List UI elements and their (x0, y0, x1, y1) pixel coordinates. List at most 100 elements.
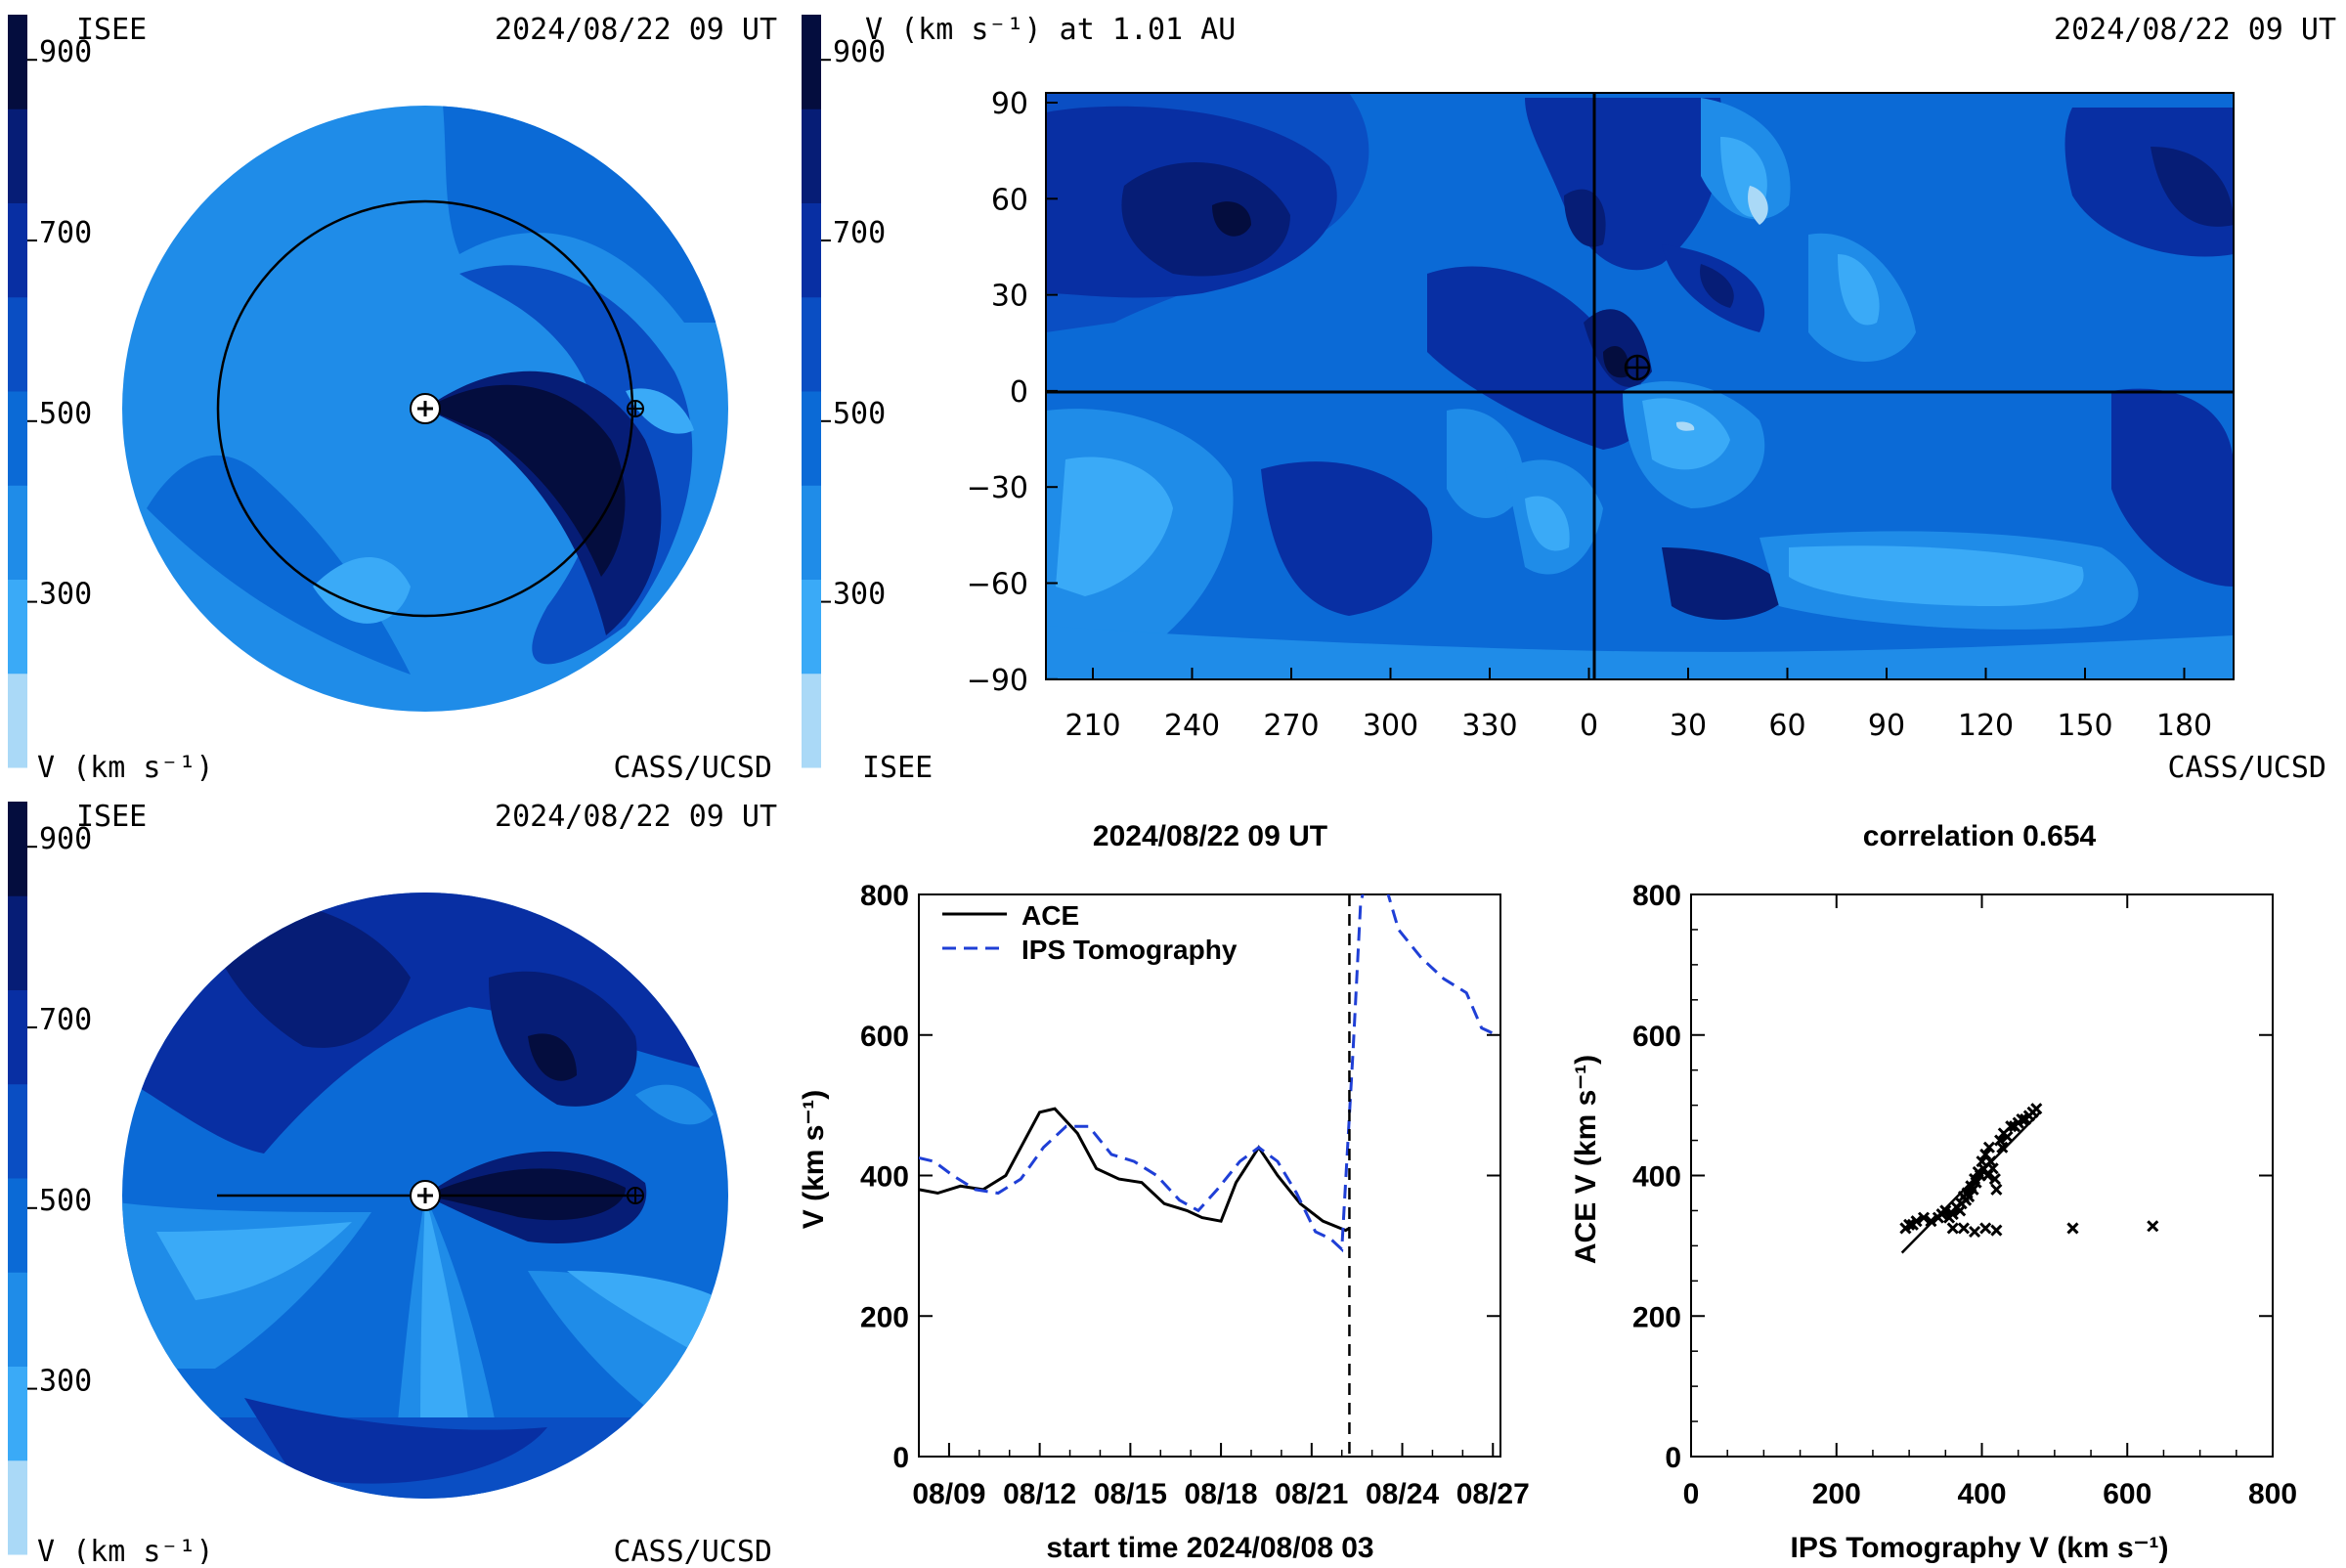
time-series-title: 2024/08/22 09 UT (1093, 820, 1327, 852)
scatter-y-tick-label: 200 (1632, 1301, 1681, 1333)
colorbar-tick-label: 900 (39, 822, 92, 856)
map-y-tick-label: 0 (1010, 375, 1028, 410)
colorbar-swatch (8, 895, 27, 990)
colorbar-swatch (802, 109, 821, 203)
colorbar-swatch (8, 802, 27, 896)
colorbar-swatch (8, 1272, 27, 1367)
map-y-tick-label: 30 (991, 280, 1028, 314)
colorbar-swatch (8, 391, 27, 486)
time-series-chart: 2024/08/22 09 UT start time 2024/08/08 0… (798, 820, 1530, 1564)
scatter-point (1982, 1141, 1996, 1154)
scatter-point (1988, 1173, 2001, 1186)
time-series-x-tick-label: 08/18 (1185, 1478, 1258, 1510)
colorbar-swatch (8, 109, 27, 203)
map-x-tick-label: 30 (1670, 709, 1707, 743)
scatter-y-tick-label: 400 (1632, 1161, 1681, 1194)
colorbar-swatch (8, 485, 27, 580)
colorbar-swatch (8, 673, 27, 768)
colorbar-swatch (8, 1083, 27, 1179)
legend-ips-label: IPS Tomography (1021, 935, 1238, 965)
sun-marker (410, 393, 441, 424)
colorbar-left-top: 900 700 500 300 (8, 15, 92, 768)
colorbar-tick-label: 900 (39, 35, 92, 69)
time-series-xlabel: start time 2024/08/08 03 (1046, 1532, 1373, 1564)
colorbar-tick-label: 300 (39, 1365, 92, 1399)
map-x-tick-label: 150 (2057, 709, 2112, 743)
time-series-x-tick-label: 08/27 (1456, 1478, 1530, 1510)
colorbar-tick-label: 500 (39, 397, 92, 431)
scatter-ylabel: ACE V (km s⁻¹) (1570, 1055, 1602, 1264)
colorbar-swatch (8, 579, 27, 675)
colorbar-swatch (802, 296, 821, 392)
time-series-legend: ACE IPS Tomography (942, 900, 1238, 965)
colorbar-swatch (8, 296, 27, 392)
scatter-y-tick-label: 0 (1665, 1442, 1681, 1474)
colorbar-swatch (8, 1366, 27, 1461)
colorbar-tick-label: 700 (39, 216, 92, 250)
scatter-point (2066, 1222, 2079, 1235)
scatter-point (1946, 1222, 1959, 1235)
colorbar-map: 900 700 500 300 (802, 15, 886, 768)
meridional-sun-marker (410, 1180, 441, 1211)
scatter-point (2001, 1130, 2014, 1144)
scatter-point (1990, 1224, 2003, 1237)
scatter-point (2016, 1112, 2028, 1126)
scatter-xlabel: IPS Tomography V (km s⁻¹) (1791, 1532, 2169, 1564)
scatter-point (1968, 1225, 1981, 1239)
map-frame (1045, 92, 2235, 680)
time-series-y-tick-label: 600 (860, 1021, 909, 1053)
map-x-tick-label: 0 (1580, 709, 1598, 743)
map-credit-label: CASS/UCSD (2167, 751, 2326, 785)
meridional-date-label: 2024/08/22 09 UT (495, 800, 777, 834)
map-x-tick-label: 270 (1263, 709, 1319, 743)
colorbar-swatch (8, 15, 27, 109)
colorbar-swatch (802, 579, 821, 675)
ecliptic-view-panel (122, 106, 728, 712)
scatter-x-tick-label: 800 (2248, 1478, 2297, 1510)
map-x-axis: 210 240 270 300 330 0 30 60 90 120 150 180 (1064, 668, 2212, 743)
scatter-fit-line (1900, 1111, 2041, 1254)
colorbar-swatch (802, 391, 821, 486)
colorbar-unit-label-left-bottom: V (km s⁻¹) (37, 1535, 214, 1564)
colorbar-swatch (802, 485, 821, 580)
colorbar-swatch (802, 15, 821, 109)
scatter-point (1957, 1222, 1970, 1235)
meridional-view-panel (122, 893, 728, 1499)
ecliptic-contours (147, 106, 723, 675)
scatter-point (1990, 1183, 2003, 1196)
ecliptic-org-label: ISEE (76, 13, 147, 47)
map-x-tick-label: 330 (1461, 709, 1517, 743)
map-y-tick-label: −90 (967, 664, 1028, 698)
time-series-x-tick-label: 08/15 (1094, 1478, 1167, 1510)
scatter-point (2147, 1220, 2159, 1233)
map-org-label: ISEE (862, 751, 933, 785)
map-x-tick-label: 60 (1768, 709, 1805, 743)
meridional-org-label: ISEE (76, 800, 147, 834)
colorbar-tick-label: 700 (833, 216, 886, 250)
scatter-point (1939, 1204, 1952, 1217)
map-y-tick-label: −30 (967, 471, 1028, 505)
ecliptic-credit-label: CASS/UCSD (613, 751, 772, 785)
colorbar-swatch (802, 673, 821, 768)
map-x-tick-label: 120 (1958, 709, 2014, 743)
colorbar-swatch (8, 1178, 27, 1273)
scatter-y-tick-label: 800 (1632, 880, 1681, 912)
ecliptic-date-label: 2024/08/22 09 UT (495, 13, 777, 47)
time-series-y-tick-label: 200 (860, 1301, 909, 1333)
scatter-chart: correlation 0.654 IPS Tomography V (km s… (1570, 820, 2297, 1564)
map-x-tick-label: 180 (2156, 709, 2212, 743)
colorbar-swatch (8, 989, 27, 1085)
map-date-label: 2024/08/22 09 UT (2054, 13, 2336, 47)
map-y-axis: 90 60 30 0 −30 −60 −90 (967, 87, 1058, 698)
scatter-point (1925, 1215, 1937, 1228)
scatter-x-tick-label: 0 (1683, 1478, 1700, 1510)
map-y-tick-label: 90 (991, 87, 1028, 121)
map-x-tick-label: 300 (1363, 709, 1418, 743)
scatter-point (1917, 1211, 1931, 1224)
map-y-tick-label: −60 (967, 568, 1028, 602)
time-series-y-tick-label: 400 (860, 1161, 909, 1194)
map-earth-marker (1624, 354, 1651, 381)
scatter-point (1996, 1141, 2009, 1154)
colorbar-tick-label: 300 (833, 578, 886, 612)
